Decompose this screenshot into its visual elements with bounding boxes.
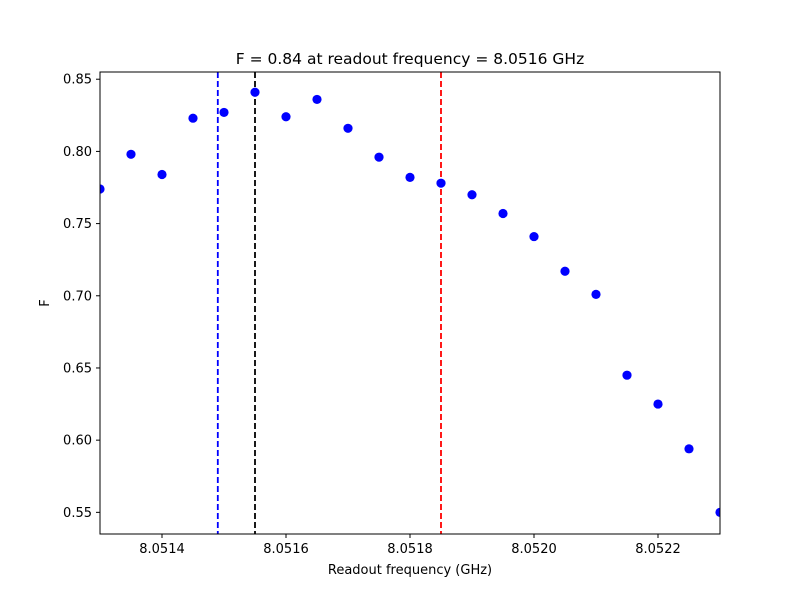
y-axis-ticks: 0.55 0.60 0.65 0.70 0.75 0.80 0.85 [63,73,100,521]
data-point [498,208,508,219]
data-point [343,123,353,133]
data-point [157,169,167,180]
y-tick-label: 0.75 [63,217,92,232]
x-axis-ticks: 8.0514 8.0516 8.0518 8.0520 8.0522 [139,534,681,557]
chart-title: F = 0.84 at readout frequency = 8.0516 G… [236,50,584,68]
data-point [653,399,663,409]
data-point [560,266,570,276]
x-tick-label: 8.0522 [635,542,681,557]
data-point [219,107,229,118]
data-point [405,172,415,182]
x-tick-label: 8.0518 [387,542,433,557]
y-tick-label: 0.80 [63,145,92,160]
data-point [250,87,260,97]
data-point [100,184,105,194]
data-point [591,289,601,299]
y-tick-label: 0.85 [63,73,92,88]
data-point [467,190,477,200]
data-point [281,112,291,122]
data-point [436,178,446,188]
points-layer [100,87,720,517]
data-point [684,444,694,454]
x-tick-label: 8.0514 [139,542,185,557]
data-point [622,370,632,380]
plot-background [100,72,720,534]
x-axis-label: Readout frequency (GHz) [328,563,492,578]
data-point [126,149,136,159]
data-point [312,94,322,105]
y-axis-label: F [38,299,53,306]
data-point [715,507,720,517]
y-tick-label: 0.55 [63,506,92,521]
y-tick-label: 0.60 [63,434,92,449]
x-tick-label: 8.0516 [263,542,309,557]
data-point [529,231,539,242]
data-point [374,152,384,162]
vlines-layer [216,72,442,534]
y-tick-label: 0.65 [63,361,92,376]
x-tick-label: 8.0520 [511,542,557,557]
data-point [188,113,198,123]
y-tick-label: 0.70 [63,289,92,304]
